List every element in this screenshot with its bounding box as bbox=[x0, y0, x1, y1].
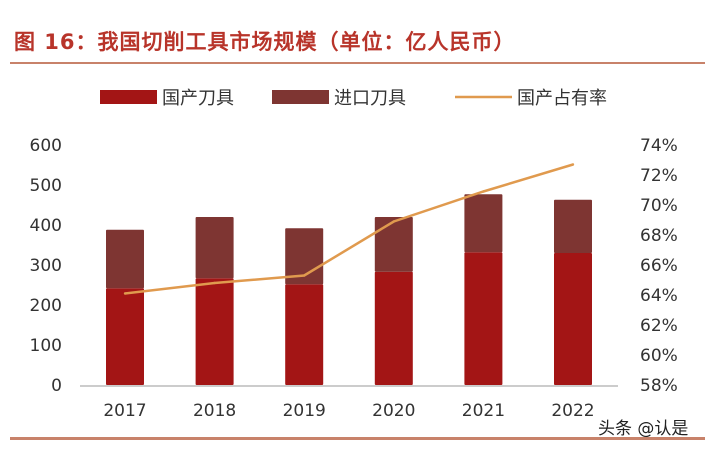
x-tick-label: 2018 bbox=[193, 401, 236, 421]
bar-domestic bbox=[195, 278, 234, 385]
share-point bbox=[303, 274, 306, 277]
bar-domestic bbox=[285, 284, 324, 385]
legend-label-domestic: 国产刀具 bbox=[162, 88, 234, 109]
y2-tick-label: 62% bbox=[640, 316, 678, 336]
x-tick-label: 2020 bbox=[372, 401, 415, 421]
y2-tick-label: 68% bbox=[640, 226, 678, 246]
x-tick-label: 2017 bbox=[103, 401, 146, 421]
y-tick-label: 600 bbox=[30, 136, 62, 156]
legend-swatch-imported bbox=[272, 90, 329, 104]
chart-title: 图 16：我国切削工具市场规模（单位：亿人民币） bbox=[14, 30, 516, 54]
bar-imported bbox=[464, 194, 503, 253]
bar-imported bbox=[554, 199, 592, 253]
x-tick-label: 2019 bbox=[283, 401, 326, 421]
legend-swatch-domestic bbox=[100, 90, 157, 104]
watermark: 头条 @认是 bbox=[598, 419, 689, 439]
y-tick-label: 300 bbox=[30, 256, 62, 276]
bar-imported bbox=[195, 217, 234, 279]
y2-tick-label: 66% bbox=[640, 256, 678, 276]
y2-tick-label: 60% bbox=[640, 346, 678, 366]
y2-tick-label: 58% bbox=[640, 376, 678, 396]
bar-domestic bbox=[464, 252, 503, 385]
y-tick-label: 500 bbox=[30, 176, 62, 196]
y-tick-label: 400 bbox=[30, 216, 62, 236]
y-tick-label: 200 bbox=[30, 296, 62, 316]
bar-domestic bbox=[106, 288, 144, 385]
bar-domestic bbox=[554, 253, 592, 385]
share-line bbox=[124, 163, 574, 295]
title-divider bbox=[10, 62, 705, 64]
share-point bbox=[123, 292, 127, 295]
y2-tick-label: 70% bbox=[640, 196, 678, 216]
bar-imported bbox=[106, 229, 144, 289]
x-tick-label: 2021 bbox=[462, 401, 505, 421]
y2-tick-label: 72% bbox=[640, 166, 678, 186]
y2-tick-label: 64% bbox=[640, 286, 678, 306]
share-point bbox=[392, 220, 395, 223]
share-point bbox=[482, 190, 485, 193]
share-point bbox=[571, 163, 575, 166]
share-point bbox=[213, 281, 216, 285]
footer-divider bbox=[10, 437, 705, 440]
legend-label-share: 国产占有率 bbox=[517, 88, 607, 109]
y-tick-label: 100 bbox=[30, 336, 62, 356]
bar-imported bbox=[374, 217, 413, 272]
y-tick-label: 0 bbox=[51, 376, 62, 396]
bar-domestic bbox=[374, 271, 413, 385]
x-tick-label: 2022 bbox=[551, 401, 594, 421]
legend-label-imported: 进口刀具 bbox=[334, 88, 406, 109]
y2-tick-label: 74% bbox=[640, 136, 678, 156]
